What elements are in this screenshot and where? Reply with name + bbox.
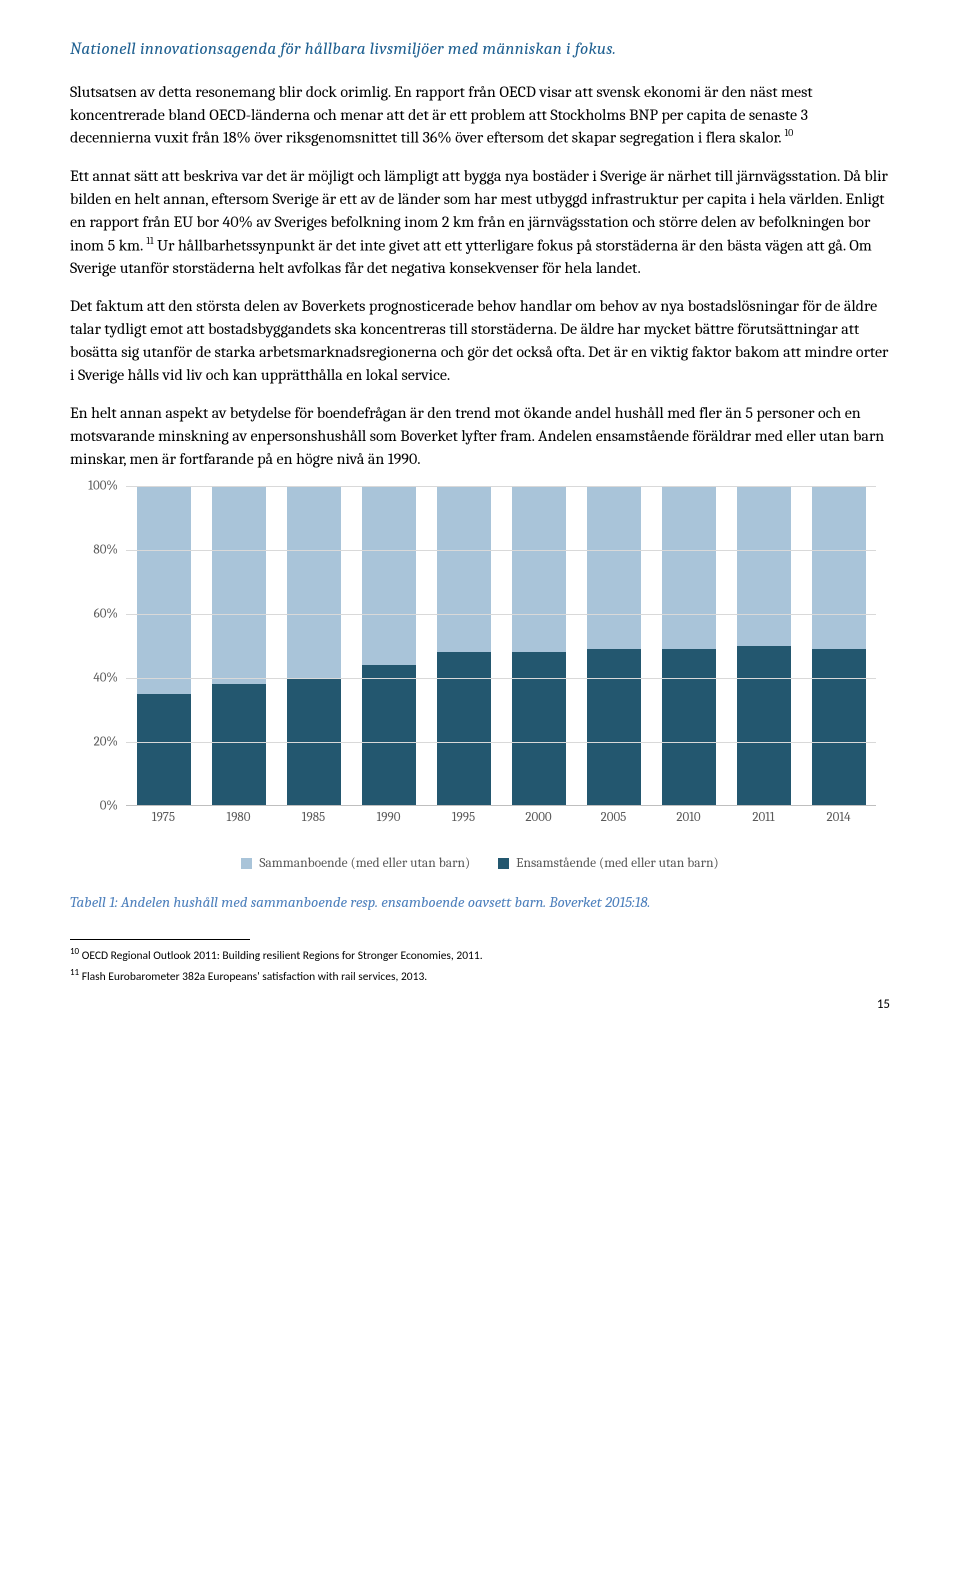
chart-container: 0%20%40%60%80%100% 197519801985199019952…	[70, 486, 890, 871]
bar-seg-sammanboende	[287, 486, 341, 677]
footnote-11-num: 11	[70, 967, 79, 978]
legend-item: Sammanboende (med eller utan barn)	[241, 856, 470, 871]
bar-seg-sammanboende	[212, 486, 266, 684]
y-tick-label: 40%	[70, 671, 118, 686]
x-tick-label: 1995	[437, 810, 491, 825]
bar-column	[662, 486, 716, 805]
bar-seg-ensamstaende	[362, 665, 416, 805]
bar-column	[512, 486, 566, 805]
footnote-10: 10 OECD Regional Outlook 2011: Building …	[70, 946, 890, 964]
bar-seg-ensamstaende	[662, 649, 716, 805]
bar-seg-sammanboende	[737, 486, 791, 646]
bar-stack	[212, 486, 266, 805]
bar-stack	[137, 486, 191, 805]
footnote-11-text: Flash Eurobarometer 382a Europeans' sati…	[79, 970, 427, 984]
x-tick-label: 2005	[587, 810, 641, 825]
bar-stack	[587, 486, 641, 805]
stacked-bar-chart: 0%20%40%60%80%100% 197519801985199019952…	[70, 486, 890, 846]
x-tick-label: 1990	[362, 810, 416, 825]
bar-column	[137, 486, 191, 805]
x-tick-label: 1975	[137, 810, 191, 825]
y-tick-label: 80%	[70, 543, 118, 558]
paragraph-1-text: Slutsatsen av detta resonemang blir dock…	[70, 83, 813, 147]
legend-swatch	[241, 858, 252, 869]
paragraph-2: Ett annat sätt att beskriva var det är m…	[70, 165, 890, 279]
bar-seg-sammanboende	[362, 486, 416, 665]
bar-column	[812, 486, 866, 805]
footnote-ref-11: 11	[146, 235, 153, 247]
bar-stack	[662, 486, 716, 805]
bar-column	[362, 486, 416, 805]
x-tick-label: 2010	[662, 810, 716, 825]
footnote-11: 11 Flash Eurobarometer 382a Europeans' s…	[70, 967, 890, 985]
y-tick-label: 60%	[70, 607, 118, 622]
bar-seg-ensamstaende	[587, 649, 641, 805]
bars-group	[126, 486, 876, 805]
bar-seg-sammanboende	[437, 486, 491, 652]
y-tick-label: 100%	[70, 479, 118, 494]
bar-stack	[512, 486, 566, 805]
page-header-title: Nationell innovationsagenda för hållbara…	[70, 40, 890, 59]
paragraph-4: En helt annan aspekt av betydelse för bo…	[70, 402, 890, 470]
plot-area	[126, 486, 876, 806]
x-tick-label: 2011	[737, 810, 791, 825]
x-axis-labels: 1975 1980 1985 1990 1995 2000 2005 2010 2011 2014	[126, 810, 876, 825]
legend-swatch	[498, 858, 509, 869]
bar-seg-ensamstaende	[737, 646, 791, 806]
bar-stack	[362, 486, 416, 805]
bar-stack	[287, 486, 341, 805]
paragraph-2b-text: Ur hållbarhetssynpunkt är det inte givet…	[70, 236, 872, 277]
bar-stack	[737, 486, 791, 805]
x-tick-label: 2014	[812, 810, 866, 825]
footnote-ref-10: 10	[785, 127, 794, 139]
bar-seg-sammanboende	[137, 486, 191, 693]
bar-column	[737, 486, 791, 805]
paragraph-3: Det faktum att den största delen av Bove…	[70, 295, 890, 386]
gridline	[126, 678, 876, 679]
gridline	[126, 614, 876, 615]
bar-column	[437, 486, 491, 805]
footnote-separator	[70, 939, 250, 940]
x-tick-label: 1980	[212, 810, 266, 825]
paragraph-1: Slutsatsen av detta resonemang blir dock…	[70, 81, 890, 149]
bar-seg-ensamstaende	[212, 684, 266, 805]
bar-stack	[437, 486, 491, 805]
bar-column	[587, 486, 641, 805]
bar-seg-ensamstaende	[437, 652, 491, 805]
bar-column	[287, 486, 341, 805]
chart-legend: Sammanboende (med eller utan barn) Ensams…	[70, 856, 890, 871]
legend-label: Ensamstående (med eller utan barn)	[516, 856, 719, 871]
x-tick-label: 1985	[287, 810, 341, 825]
y-axis: 0%20%40%60%80%100%	[70, 486, 126, 806]
bar-seg-sammanboende	[587, 486, 641, 649]
footnote-10-text: OECD Regional Outlook 2011: Building res…	[79, 949, 483, 963]
x-tick-label: 2000	[512, 810, 566, 825]
legend-label: Sammanboende (med eller utan barn)	[259, 856, 470, 871]
gridline	[126, 742, 876, 743]
gridline	[126, 550, 876, 551]
bar-stack	[812, 486, 866, 805]
legend-item: Ensamstående (med eller utan barn)	[498, 856, 719, 871]
bar-seg-ensamstaende	[512, 652, 566, 805]
y-tick-label: 0%	[70, 799, 118, 814]
bar-seg-ensamstaende	[812, 649, 866, 805]
chart-caption: Tabell 1: Andelen hushåll med sammanboen…	[70, 893, 890, 911]
bar-seg-sammanboende	[662, 486, 716, 649]
bar-seg-sammanboende	[512, 486, 566, 652]
bar-seg-sammanboende	[812, 486, 866, 649]
bar-seg-ensamstaende	[137, 694, 191, 806]
footnote-10-num: 10	[70, 946, 79, 957]
gridline	[126, 486, 876, 487]
y-tick-label: 20%	[70, 735, 118, 750]
bar-column	[212, 486, 266, 805]
page-number: 15	[70, 997, 890, 1012]
